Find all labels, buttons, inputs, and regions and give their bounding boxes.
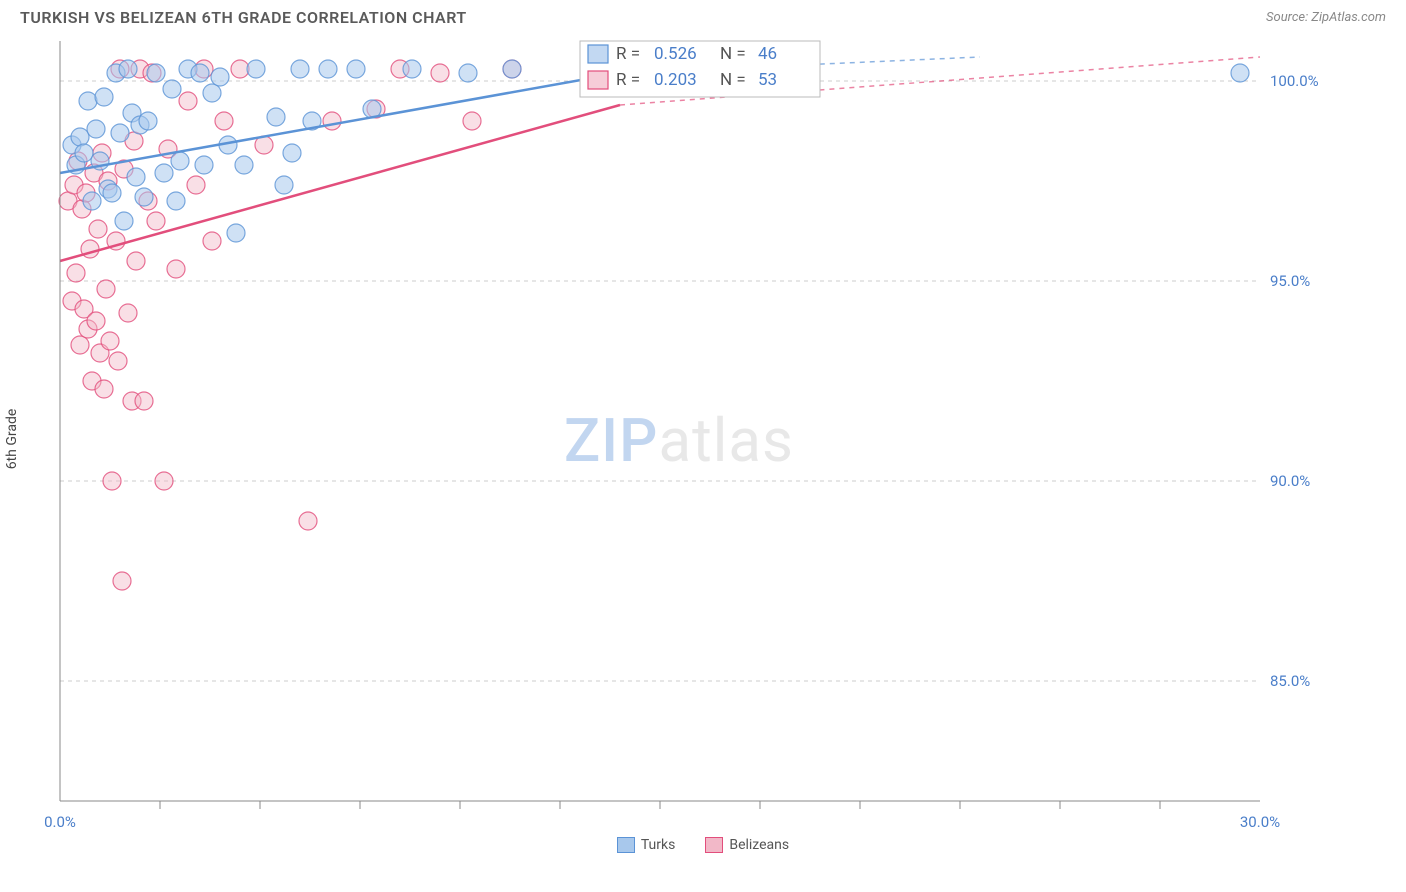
y-axis-label: 6th Grade [4,409,20,470]
svg-text:46: 46 [758,44,777,64]
svg-text:N =: N = [720,70,746,90]
svg-text:100.0%: 100.0% [1270,72,1319,90]
svg-text:53: 53 [758,70,777,90]
svg-text:30.0%: 30.0% [1240,813,1280,831]
svg-text:R =: R = [616,70,640,90]
svg-text:ZIPatlas: ZIPatlas [564,405,794,476]
legend-label-belizeans: Belizeans [729,837,789,853]
svg-text:85.0%: 85.0% [1270,672,1310,690]
svg-text:90.0%: 90.0% [1270,472,1310,490]
chart-source: Source: ZipAtlas.com [1266,10,1386,25]
chart-title: TURKISH VS BELIZEAN 6TH GRADE CORRELATIO… [20,8,467,27]
legend-swatch-belizeans [705,837,723,853]
chart-header: TURKISH VS BELIZEAN 6TH GRADE CORRELATIO… [0,0,1406,31]
legend-swatch-turks [617,837,635,853]
legend-item-turks: Turks [617,837,676,853]
svg-text:N =: N = [720,44,746,64]
legend-item-belizeans: Belizeans [705,837,789,853]
svg-text:0.0%: 0.0% [44,813,76,831]
legend-label-turks: Turks [641,837,676,853]
svg-text:R =: R = [616,44,640,64]
svg-text:95.0%: 95.0% [1270,272,1310,290]
scatter-chart: 85.0% 90.0% 95.0% 100.0% ZIPatlas 0.0% 30.0% R … [20,31,1386,831]
svg-text:0.526: 0.526 [654,44,697,64]
bottom-legend: Turks Belizeans [0,837,1406,853]
chart-container: 6th Grade 85.0%90.0%95.0%100.0%ZIPatlas0… [20,31,1386,831]
svg-text:0.203: 0.203 [654,70,697,90]
